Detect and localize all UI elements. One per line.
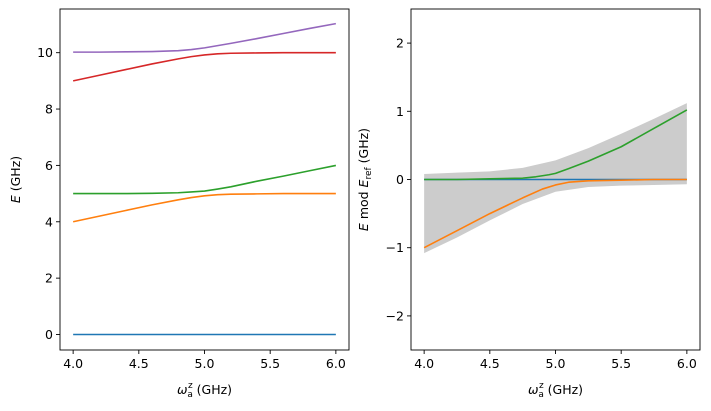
x-tick-label: 4.5 — [129, 356, 149, 371]
plot-area — [72, 22, 337, 336]
x-tick-label: 4.0 — [63, 356, 83, 371]
y-tick-label: 8 — [45, 102, 53, 117]
plot-area — [423, 103, 688, 254]
left-panel-energy-levels: 4.0 4.5 5.0 5.5 6.0 0 2 4 6 8 10 ωaz (GHz) E (GHz) — [8, 8, 350, 400]
series-line-3 — [72, 51, 336, 82]
x-tick-label: 5.0 — [195, 356, 215, 371]
y-axis-label: E mod Eref (GHz) — [356, 128, 374, 231]
y-tick-label: 10 — [37, 45, 53, 60]
x-tick-label: 5.5 — [611, 356, 631, 371]
y-tick-label: −2 — [386, 308, 404, 323]
y-tick-label: 6 — [45, 158, 53, 173]
axes-frame — [59, 8, 350, 351]
y-tick-label: 0 — [396, 172, 404, 187]
y-tick-label: 2 — [396, 36, 404, 51]
x-tick-label: 4.0 — [414, 356, 434, 371]
series-line-2 — [73, 164, 337, 195]
x-axis-label: ωaz (GHz) — [177, 381, 232, 400]
x-tick-label: 4.5 — [480, 356, 500, 371]
x-tick-label: 6.0 — [326, 356, 346, 371]
x-tick-label: 5.0 — [546, 356, 566, 371]
y-tick-label: −1 — [386, 240, 404, 255]
y-tick-label: 1 — [396, 104, 404, 119]
series-line-1 — [424, 109, 688, 181]
y-tick-label: 0 — [45, 327, 53, 342]
right-panel-energy-mod-ref: 4.0 4.5 5.0 5.5 6.0 −2 −1 0 1 2 ωaz (GHz) E mod Ere… — [356, 8, 701, 400]
series-line-1 — [72, 192, 336, 223]
shaded-band — [424, 103, 687, 254]
x-tick-label: 6.0 — [677, 356, 697, 371]
series-line-2 — [423, 178, 687, 249]
y-tick-label: 4 — [45, 214, 53, 229]
y-tick-label: 2 — [45, 271, 53, 286]
x-axis-label: ωaz (GHz) — [528, 381, 583, 400]
y-axis-label: E (GHz) — [8, 156, 23, 203]
series-line-4 — [73, 22, 337, 53]
x-tick-label: 5.5 — [260, 356, 280, 371]
